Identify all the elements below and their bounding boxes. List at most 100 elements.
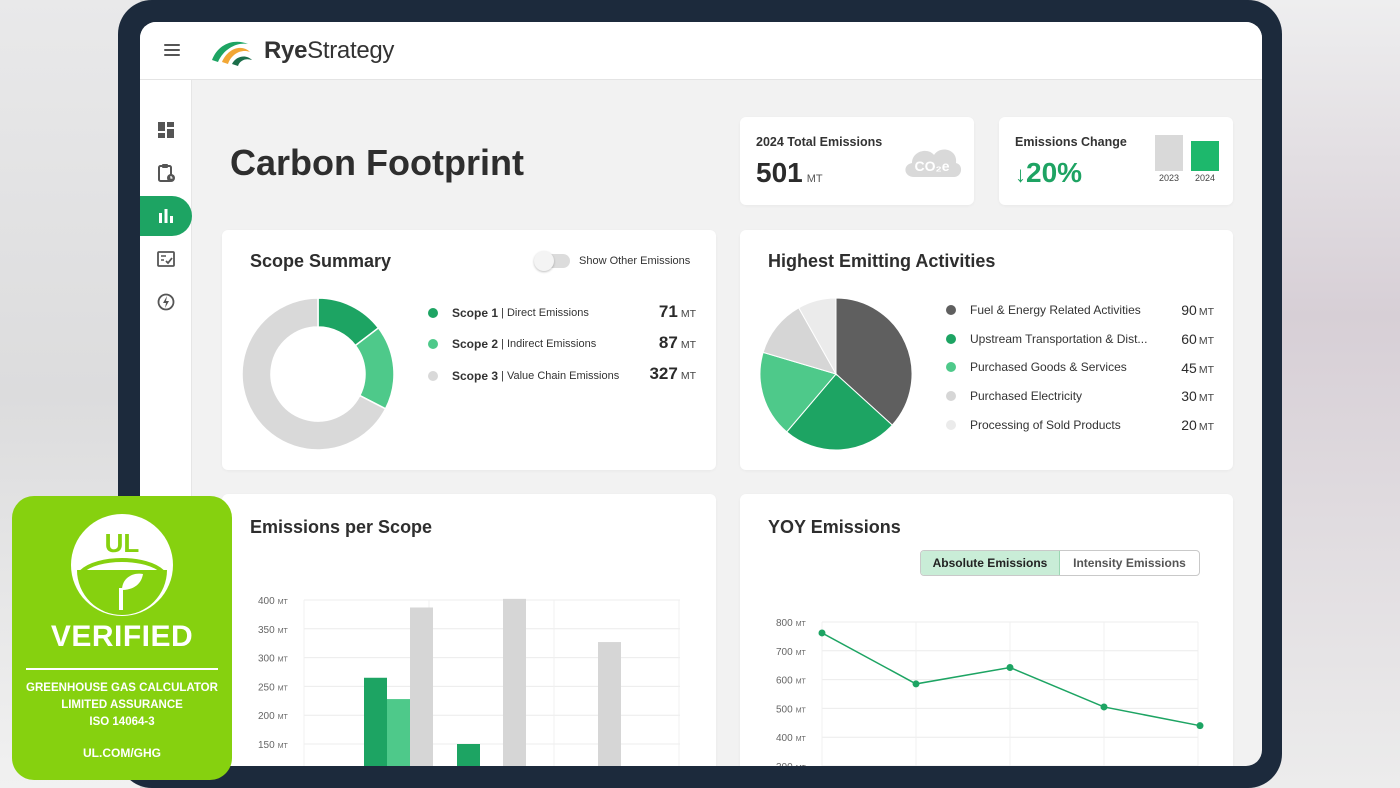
pie-slice-activity-5[interactable] [798,298,837,376]
activity-5-legend: Processing of Sold Products [946,416,1121,434]
down-arrow-icon: ↓ [1015,162,1026,187]
emissions-per-scope-bar-chart: 400 MT 350 MT 300 MT 250 MT 200 MT 150 MT [258,596,680,766]
ryestrategy-logo-icon [212,41,252,66]
ul-verified-badge: UL VERIFIED GREENHOUSE GAS CALCULATOR LI… [12,496,232,780]
pie-slice-activity-4[interactable] [762,307,838,375]
bar-y-tick-label: 350 MT [258,625,289,636]
line-y-tick-label: 500 MT [776,704,807,715]
show-other-emissions-toggle[interactable] [534,251,570,271]
nav-reports[interactable] [140,153,192,193]
co2e-cloud-icon: CO₂e [905,149,962,177]
scope-summary-card: Scope Summary Show Other Emissions Scope… [222,230,716,470]
yoy-emissions-card: YOY Emissions Absolute Emissions Intensi… [740,494,1233,766]
donut-slice-scope-3[interactable] [242,298,387,450]
total-emissions-card: 2024 Total Emissions 501 MT CO₂e [740,117,974,205]
activity-1-legend: Fuel & Energy Related Activities [946,301,1141,319]
bar-scope-3-1[interactable] [410,607,433,766]
dashboard-icon [158,122,174,138]
scope-1-legend: Scope 1 | Direct Emissions [428,304,589,322]
scope-3-dot [428,371,438,381]
yoy-point-2[interactable] [912,680,920,688]
clipboard-clock-icon [158,164,175,182]
mini-label-2024: 2024 [1194,173,1216,183]
bar-chart-icon [159,209,173,223]
top-bar: RyeStrategy [140,22,1262,80]
app-screen: RyeStrategy [140,22,1262,766]
activity-1-dot [946,305,956,315]
mini-bar-2024 [1191,141,1219,171]
yoy-point-4[interactable] [1100,703,1108,711]
mini-bar-2023 [1155,135,1183,171]
nav-analytics[interactable] [140,196,192,236]
verified-text: VERIFIED [50,620,194,653]
line-y-tick-label: 700 MT [776,647,807,658]
emissions-change-card: Emissions Change ↓20% 2023 2024 [999,117,1233,205]
bar-scope-3-3[interactable] [598,642,621,766]
bar-y-tick-label: 200 MT [258,711,289,722]
bar-scope-2-1[interactable] [387,699,410,766]
scope-2-dot [428,339,438,349]
ul-leaf-logo-icon: UL [71,514,173,616]
activity-5-value: 20 MT [1181,417,1214,433]
activity-4-value: 30 MT [1181,388,1214,404]
scope-2-legend: Scope 2 | Indirect Emissions [428,335,596,353]
absolute-emissions-tab[interactable]: Absolute Emissions [921,551,1060,575]
emissions-change-value: ↓20% [1015,157,1083,188]
badge-details: GREENHOUSE GAS CALCULATOR LIMITED ASSURA… [12,680,232,731]
bar-scope-1-2[interactable] [457,744,480,766]
activities-title: Highest Emitting Activities [768,251,996,271]
activity-3-legend: Purchased Goods & Services [946,358,1127,376]
line-y-tick-label: 600 MT [776,676,807,687]
bar-y-tick-label: 150 MT [258,740,289,751]
activity-4-dot [946,391,956,401]
mini-label-2023: 2023 [1158,173,1180,183]
activity-2-value: 60 MT [1181,331,1214,347]
background-right [1260,0,1400,788]
co2e-text: CO₂e [914,158,949,174]
total-emissions-label: 2024 Total Emissions [756,135,883,149]
bar-scope-3-2[interactable] [503,598,526,766]
scope-2-value: 87 MT [658,333,696,352]
badge-url[interactable]: UL.COM/GHG [83,746,161,760]
activities-card: Highest Emitting Activities Fuel & Energ… [740,230,1233,470]
checklist-icon [157,251,175,267]
scope-3-value: 327 MT [649,364,696,383]
badge-line-2: LIMITED ASSURANCE [61,699,183,711]
activity-4-legend: Purchased Electricity [946,387,1082,405]
show-other-emissions-label: Show Other Emissions [579,255,691,267]
line-y-tick-label: 800 MT [776,618,807,629]
activity-2-dot [946,334,956,344]
intensity-emissions-tab[interactable]: Intensity Emissions [1073,556,1186,570]
activity-1-value: 90 MT [1181,302,1214,318]
hamburger-menu-icon[interactable] [164,44,180,56]
emissions-per-scope-title: Emissions per Scope [250,517,433,537]
scope-summary-title: Scope Summary [250,251,392,271]
emissions-per-scope-card: Emissions per Scope 400 MT 350 MT 300 MT 250 MT… [222,494,716,766]
pie-slice-activity-1[interactable] [835,298,912,426]
yoy-point-1[interactable] [818,629,826,637]
yoy-point-5[interactable] [1196,722,1204,730]
yoy-mode-switch: Absolute Emissions Intensity Emissions [920,550,1200,576]
scope-3-legend: Scope 3 | Value Chain Emissions [428,367,619,385]
nav-dashboard[interactable] [140,110,192,150]
scope-donut-chart [242,298,394,450]
yoy-point-3[interactable] [1006,664,1014,672]
emissions-change-label: Emissions Change [1015,135,1127,149]
nav-tasks[interactable] [140,239,192,279]
bar-y-tick-label: 400 MT [258,596,289,607]
activity-3-value: 45 MT [1181,360,1214,376]
brand-name[interactable]: RyeStrategy [264,37,395,64]
activity-2-legend: Upstream Transportation & Dist... [946,330,1147,348]
activities-pie-chart [760,298,912,450]
pie-slice-activity-2[interactable] [786,373,893,450]
scope-1-value: 71 MT [658,302,696,321]
badge-line-3: ISO 14064-3 [89,716,155,728]
bar-scope-1-1[interactable] [364,677,387,766]
bar-y-tick-label: 250 MT [258,682,289,693]
line-y-tick-label: 400 MT [776,733,807,744]
pie-slice-activity-3[interactable] [760,351,837,433]
activity-3-dot [946,362,956,372]
nav-energy[interactable] [140,282,192,322]
